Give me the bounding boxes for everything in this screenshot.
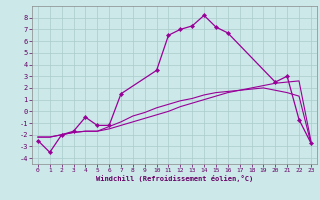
X-axis label: Windchill (Refroidissement éolien,°C): Windchill (Refroidissement éolien,°C): [96, 175, 253, 182]
